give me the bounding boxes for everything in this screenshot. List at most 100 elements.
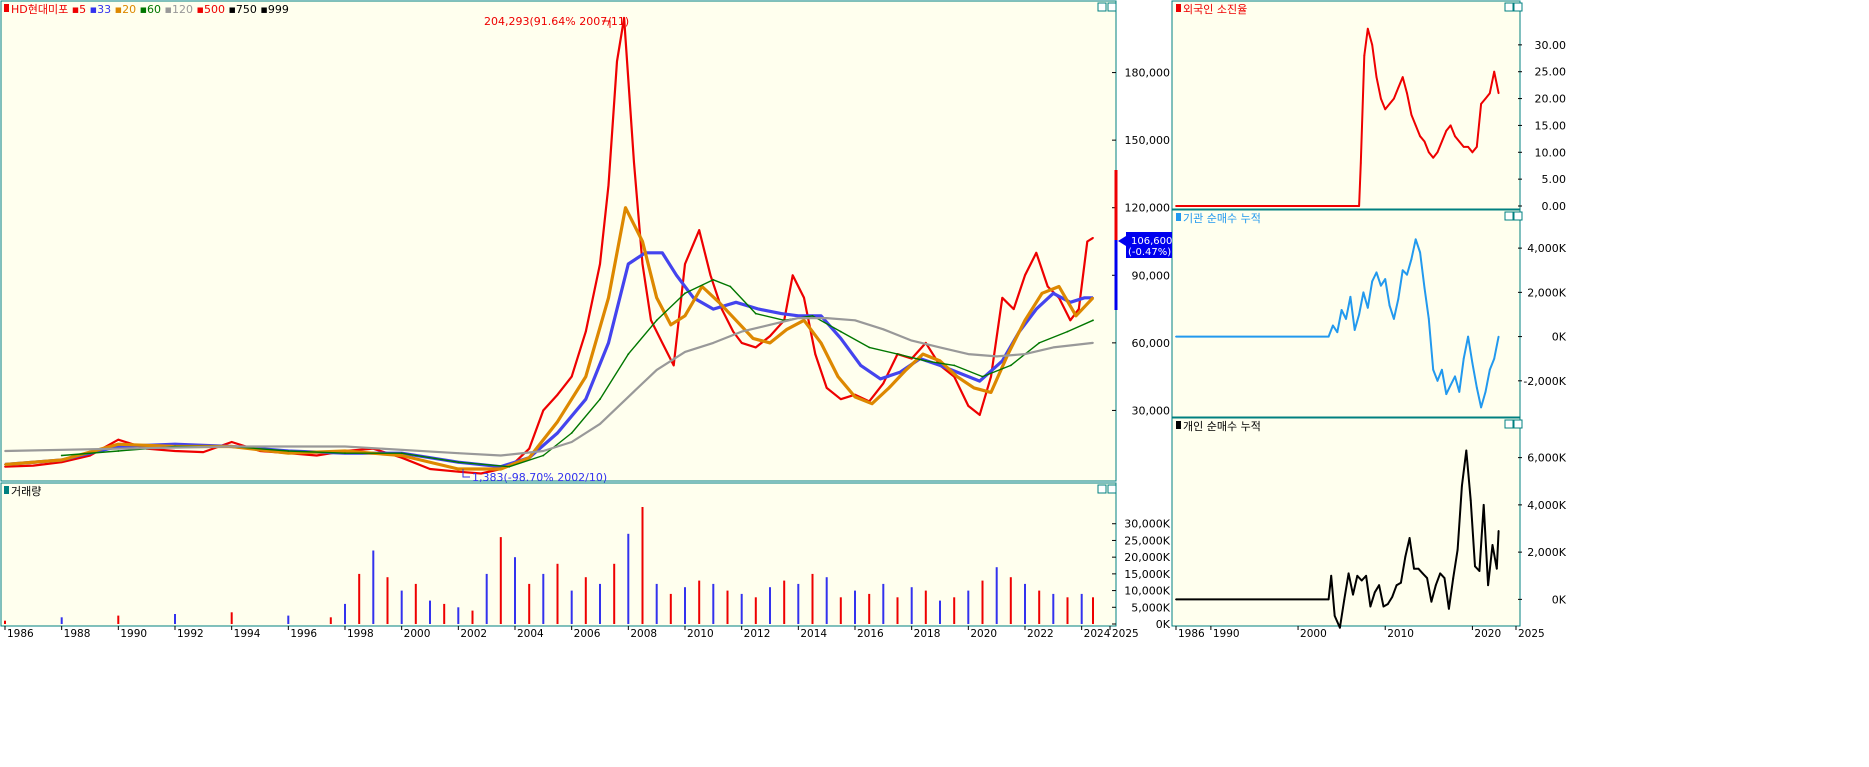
volume-bar <box>457 607 460 624</box>
volume-bar <box>769 587 771 624</box>
volume-bar <box>514 557 516 624</box>
price-point <box>720 308 723 310</box>
foreign-point <box>1454 135 1456 138</box>
price-point <box>732 330 735 333</box>
inst-point <box>1462 357 1465 360</box>
inst-point <box>1467 335 1469 338</box>
foreign-point <box>1475 146 1478 148</box>
price-point <box>953 364 956 367</box>
price-point <box>896 353 899 355</box>
price-point <box>669 323 672 326</box>
main-plot-area[interactable] <box>0 0 1117 482</box>
price-point <box>117 447 120 450</box>
close-icon[interactable] <box>1513 2 1523 12</box>
inst-point <box>1488 368 1491 371</box>
price-point <box>990 375 992 378</box>
volume-bar <box>655 583 658 624</box>
price-point <box>1077 308 1080 310</box>
price-point <box>287 450 290 452</box>
indiv-point <box>1356 574 1359 577</box>
volume-bar <box>429 600 431 624</box>
inst-plot-area[interactable] <box>1171 209 1521 418</box>
price-point <box>624 206 627 209</box>
inst-point <box>1441 368 1443 371</box>
maximize-icon[interactable] <box>1097 484 1107 494</box>
x-tick-label: 2008 <box>630 628 657 640</box>
main-legend: HD현대미포 ▪5 ▪33 ▪20 ▪60 ▪120 ▪500 ▪750 ▪99… <box>4 3 289 16</box>
price-point <box>718 301 720 304</box>
foreign-point <box>1423 140 1426 143</box>
price-point <box>1001 360 1004 362</box>
price-point <box>344 452 346 455</box>
price-point <box>457 468 460 470</box>
foreign-point <box>1410 113 1413 116</box>
close-icon[interactable] <box>1107 484 1117 494</box>
price-point <box>780 312 783 315</box>
maximize-icon[interactable] <box>1504 419 1514 429</box>
price-point <box>429 468 431 470</box>
price-point <box>740 330 743 333</box>
price-point <box>202 451 205 453</box>
indiv-point <box>1456 548 1459 551</box>
price-point <box>230 445 233 448</box>
indiv-point <box>1448 607 1450 610</box>
maximize-icon[interactable] <box>1097 2 1107 12</box>
close-icon[interactable] <box>1513 419 1523 429</box>
foreign-point <box>1384 108 1387 111</box>
indiv-point <box>1491 544 1494 546</box>
indiv-point <box>1487 584 1489 587</box>
low-arrow <box>462 469 470 478</box>
price-point <box>60 459 63 461</box>
price-point <box>854 319 856 322</box>
price-point <box>868 346 871 349</box>
indiv-point <box>1426 577 1428 579</box>
volume-bar <box>443 603 446 624</box>
inst-point <box>1484 391 1487 393</box>
volume-bar <box>570 590 573 624</box>
volume-bar <box>698 580 701 624</box>
indiv-point <box>1333 615 1336 617</box>
price-point <box>1041 292 1043 295</box>
foreign-point <box>1488 92 1491 95</box>
volume-bar <box>684 587 686 624</box>
price-point <box>1092 237 1094 239</box>
volume-bar <box>414 583 417 624</box>
price-point <box>675 274 678 277</box>
volume-bar <box>882 583 885 624</box>
maximize-icon[interactable] <box>1504 211 1514 221</box>
high-annotation: 204,293(91.64% 2007/11) <box>484 15 629 28</box>
price-point <box>769 335 771 337</box>
x-tick-label: 1990 <box>120 628 147 640</box>
price-point <box>480 472 482 475</box>
price-point <box>769 323 771 326</box>
foreign-axis-tick-label: 25.00 <box>1535 66 1567 79</box>
maximize-icon[interactable] <box>1504 2 1514 12</box>
volume-bar <box>868 593 871 624</box>
inst-point <box>1432 368 1435 371</box>
price-point <box>60 461 63 464</box>
axes-labels: 30,000 60,000 90,000 120,000 150,000 180,000 0… <box>4 39 1567 640</box>
price-point <box>939 364 941 367</box>
panel-controls[interactable] <box>1097 2 1523 494</box>
price-point <box>825 387 828 389</box>
close-icon[interactable] <box>1513 211 1523 221</box>
inst-point <box>1380 284 1382 287</box>
price-point <box>839 330 842 333</box>
price-point <box>117 445 120 448</box>
price-point <box>584 398 587 401</box>
price-point <box>820 342 822 344</box>
price-point <box>839 398 842 401</box>
price-point <box>1086 240 1089 243</box>
price-point <box>655 296 658 299</box>
price-point <box>287 452 290 455</box>
inst-point <box>1371 280 1374 283</box>
indiv-point <box>1434 584 1437 587</box>
foreign-plot-area[interactable] <box>1171 0 1521 210</box>
price-point <box>888 387 890 389</box>
indiv-axis-tick-label: 4,000K <box>1527 499 1566 512</box>
volume-bar <box>599 583 601 624</box>
price-point <box>508 465 511 468</box>
price-point <box>910 339 913 342</box>
foreign-point <box>1441 140 1443 143</box>
close-icon[interactable] <box>1107 2 1117 12</box>
